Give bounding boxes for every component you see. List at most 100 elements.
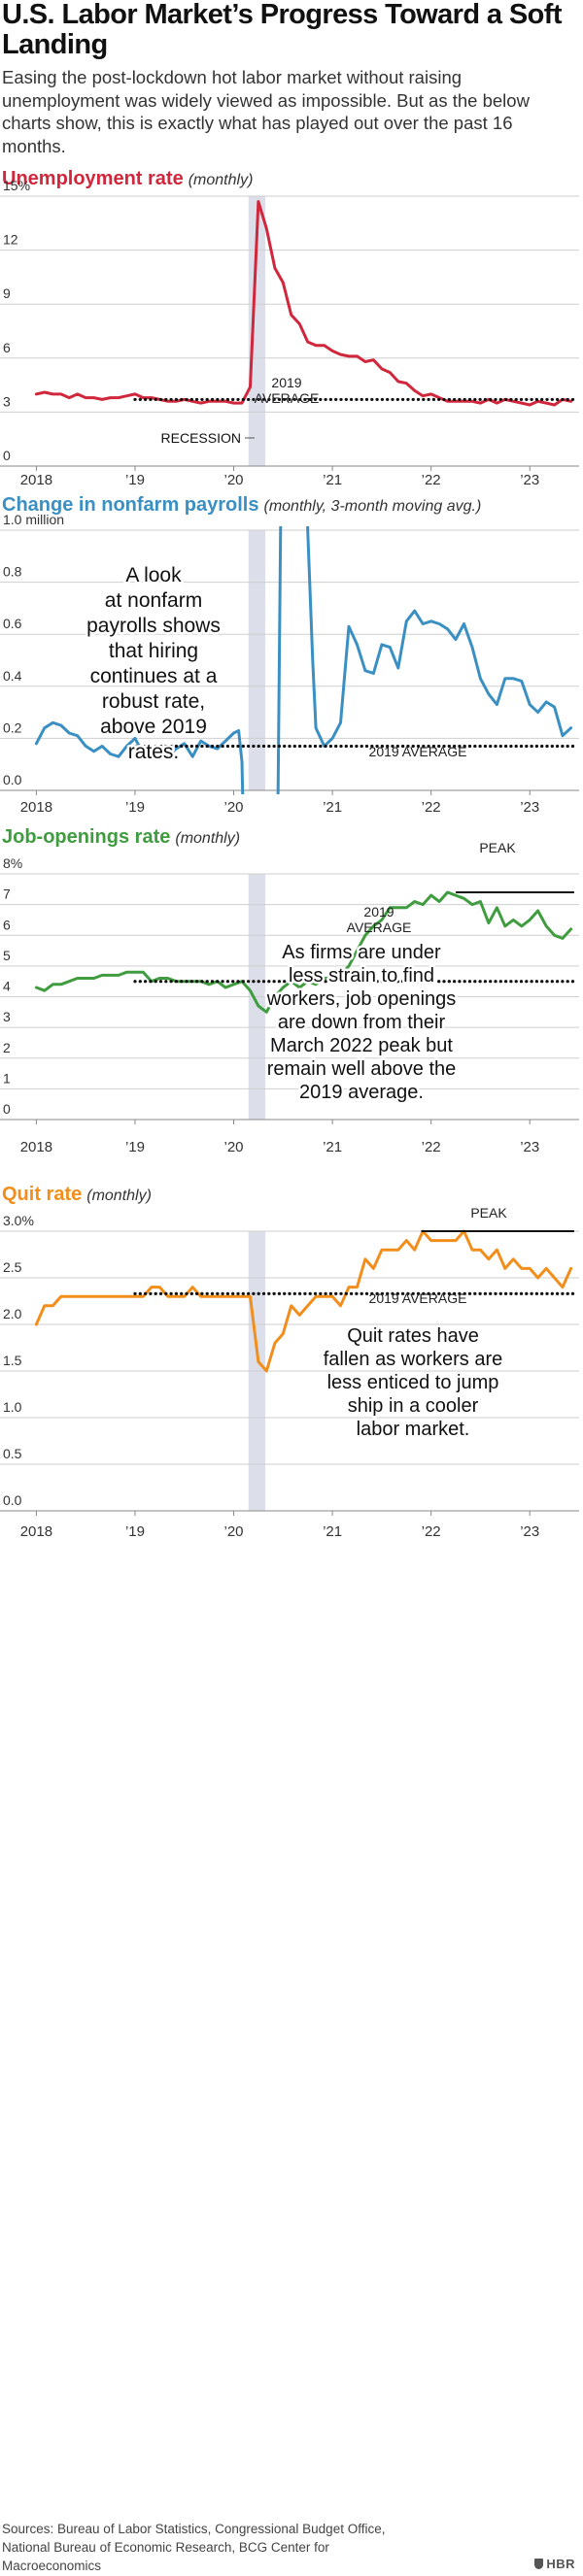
x-tick-label: ’22 [422,1523,441,1540]
annotation-text: 2019 average. [299,1082,424,1103]
chart-title-subtitle: (monthly, 3-month moving avg.) [263,498,481,515]
x-tick-label: ’22 [422,1139,441,1155]
annotation-text: fallen as workers are [324,1349,503,1370]
sources-note: Sources: Bureau of Labor Statistics, Con… [2,2522,386,2573]
reference-label: AVERAGE [255,390,320,406]
reference-label: 2019 [363,904,394,920]
y-tick-label: 5 [3,948,11,963]
annotation-text: payrolls shows [86,615,221,637]
x-tick-label: ’22 [422,799,441,816]
hbr-shield-icon [534,2559,544,2569]
reference-label: 2019 AVERAGE [369,744,467,759]
annotation-text: March 2022 peak but [270,1035,453,1056]
x-tick-label: ’21 [323,1523,342,1540]
y-tick-label: 0.5 [3,1446,22,1461]
page-intro: Easing the post-lockdown hot labor marke… [2,67,530,156]
chart-title-main: Unemployment rate [2,168,184,189]
peak-label: PEAK [479,840,516,855]
y-tick-label: 1.0 [3,1399,22,1415]
chart-title: Unemployment rate (monthly) [2,168,253,189]
x-tick-label: 2018 [20,1139,52,1155]
annotation-text: A look [125,564,182,586]
y-tick-label: 0.2 [3,719,22,735]
chart-title: Quit rate (monthly) [2,1184,152,1205]
y-tick-label: 2.5 [3,1259,22,1275]
hbr-logo: HBR [534,2557,575,2571]
annotation-text: robust rate, [102,690,205,713]
y-tick-label: 7 [3,887,11,902]
annotation-text: As firms are under [282,942,441,963]
x-tick-label: ’20 [224,1139,244,1155]
y-tick-label: 4 [3,979,11,994]
reference-label: 2019 [271,375,301,390]
y-tick-label: 0.0 [3,772,22,787]
chart-title-subtitle: (monthly) [175,830,240,847]
x-tick-label: ’23 [520,799,539,816]
series-line [34,890,573,1014]
y-tick-label: 0 [3,448,11,463]
peak-label: PEAK [470,1205,507,1221]
x-tick-label: ’20 [224,799,244,816]
series-line [34,1229,573,1373]
reference-label: 2019 AVERAGE [369,1290,467,1306]
y-tick-label: 0.4 [3,668,22,684]
annotation-text: less strain to find [289,965,434,987]
unemployment-chart: Unemployment rate (monthly) 0 3 6 9 12 15% 2018 ’… [0,168,579,488]
y-tick-label: 0.6 [3,616,22,631]
chart-title-subtitle: (monthly) [86,1188,152,1204]
annotation-text: RECESSION [161,430,241,446]
y-tick-label: 2 [3,1040,11,1055]
y-tick-label: 0.8 [3,564,22,580]
header: U.S. Labor Market’s Progress Toward a So… [0,0,583,157]
job-openings-chart: Job-openings rate (monthly) 0 1 2 3 4 5 6 7 8% 2018… [0,826,579,1155]
y-tick-label: 0.0 [3,1492,22,1508]
page-title: U.S. Labor Market’s Progress Toward a So… [2,0,562,60]
chart-title-main: Change in nonfarm payrolls [2,494,258,516]
annotation-text: workers, job openings [266,988,457,1010]
x-tick-label: 2018 [20,472,52,488]
annotation-text: Quit rates have [347,1325,479,1347]
chart-title-main: Quit rate [2,1184,82,1205]
hbr-logo-text: HBR [546,2557,575,2571]
x-tick-label: ’19 [125,1139,145,1155]
x-tick-label: ’20 [224,1523,244,1540]
x-tick-label: ’23 [520,472,539,488]
annotation-text: at nonfarm [105,589,202,612]
y-tick-label: 6 [3,917,11,932]
recession-band [248,530,266,790]
y-tick-label: 12 [3,232,18,248]
y-tick-label: 1.5 [3,1353,22,1368]
quit-rate-chart: Quit rate (monthly) 0.0 0.5 1.0 1.5 2.0 2.5 3.0%… [0,1184,579,1540]
chart-title: Change in nonfarm payrolls (monthly, 3-mo… [2,494,481,516]
annotation-text: are down from their [278,1012,446,1033]
y-tick-label: 3.0% [3,1213,34,1228]
chart-title-main: Job-openings rate [2,826,170,848]
x-tick-label: ’23 [520,1523,539,1540]
x-tick-label: ’19 [125,1523,145,1540]
annotation-text: that hiring [109,640,198,662]
x-tick-label: ’20 [224,472,244,488]
annotation-text: continues at a [90,665,218,687]
y-tick-label: 9 [3,285,11,301]
footer: Sources: Bureau of Labor Statistics, Con… [0,2520,583,2576]
chart-title-subtitle: (monthly) [189,172,254,188]
y-tick-label: 3 [3,393,11,409]
y-tick-label: 1 [3,1070,11,1086]
y-tick-label: 15% [3,178,30,193]
series-group [34,526,573,794]
annotation-text: rates. [128,741,180,763]
annotation: A look at nonfarm payrolls shows that hirin… [85,562,223,766]
reference-label: AVERAGE [347,920,412,935]
annotation-text: remain well above the [267,1058,457,1080]
y-tick-label: 2.0 [3,1306,22,1321]
chart-title: Job-openings rate (monthly) [2,826,240,848]
x-tick-label: 2018 [20,1523,52,1540]
series-line [34,526,573,794]
annotation-text: labor market. [357,1419,470,1440]
x-tick-label: ’21 [323,799,342,816]
x-tick-label: ’21 [323,472,342,488]
x-tick-label: ’19 [125,472,145,488]
x-tick-label: ’23 [520,1139,539,1155]
payrolls-chart: Change in nonfarm payrolls (monthly, 3-mo… [0,494,579,816]
